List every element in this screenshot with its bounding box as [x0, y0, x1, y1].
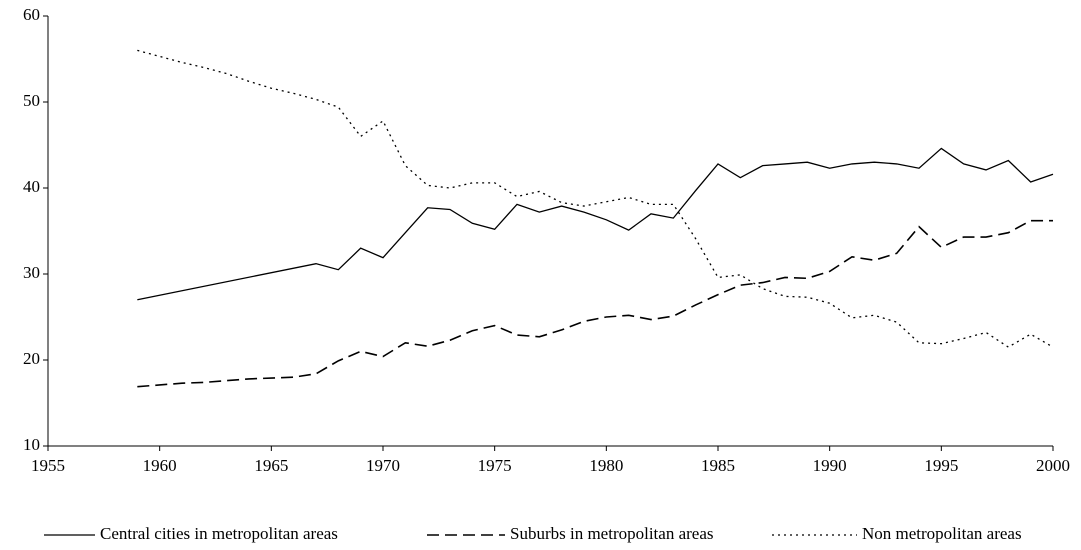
y-tick-label: 60 — [23, 5, 40, 24]
y-tick-label: 20 — [23, 349, 40, 368]
x-tick-label: 1990 — [813, 456, 847, 475]
x-tick-label: 1955 — [31, 456, 65, 475]
y-tick-label: 50 — [23, 91, 40, 110]
x-tick-label: 2000 — [1036, 456, 1070, 475]
legend-label: Suburbs in metropolitan areas — [510, 524, 714, 543]
legend-label: Central cities in metropolitan areas — [100, 524, 338, 543]
y-tick-label: 10 — [23, 435, 40, 454]
series-line — [137, 147, 1054, 301]
y-tick-label: 40 — [23, 177, 40, 196]
x-tick-label: 1995 — [924, 456, 958, 475]
legend-label: Non metropolitan areas — [862, 524, 1022, 543]
x-tick-label: 1970 — [366, 456, 400, 475]
x-tick-label: 1975 — [478, 456, 512, 475]
x-tick-label: 1980 — [589, 456, 623, 475]
series-line — [137, 49, 1054, 348]
series-line — [137, 219, 1053, 388]
y-tick-label: 30 — [23, 263, 40, 282]
x-tick-label: 1960 — [143, 456, 177, 475]
x-tick-label: 1965 — [254, 456, 288, 475]
x-tick-label: 1985 — [701, 456, 735, 475]
